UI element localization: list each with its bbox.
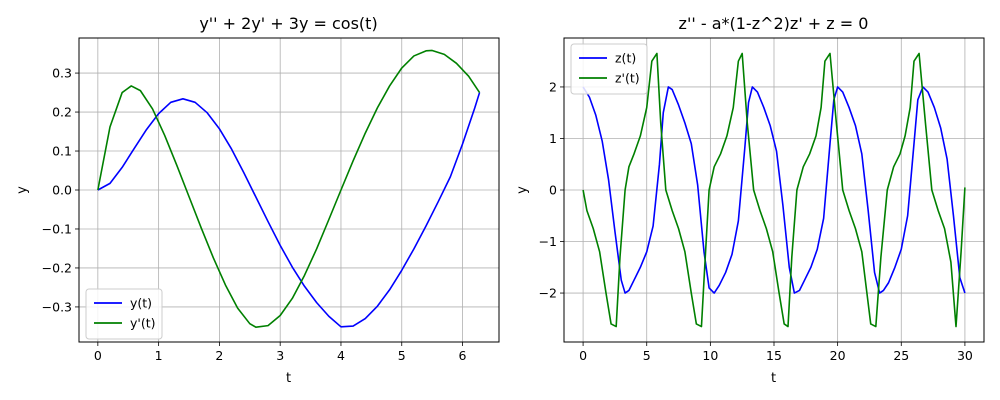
x-tick-label: 0 [94, 348, 102, 363]
chart-y-equation: y'' + 2y' + 3y = cos(t) 0 1 2 3 4 5 6 −0.3 −0.2 −… [15, 14, 500, 386]
y-tick-label: −0.1 [42, 221, 72, 236]
legend-box [85, 288, 163, 340]
legend-box [570, 43, 648, 95]
y-tick-label: −2 [539, 286, 557, 301]
x-tick-label: 15 [766, 348, 782, 363]
y-axis-label: y [515, 186, 530, 194]
legend: y(t) y'(t) [85, 288, 163, 340]
series-lines [97, 49, 481, 328]
y-tick-label: 1 [549, 131, 557, 146]
y-tick-label: 0 [549, 183, 557, 198]
y-tick-label: 2 [549, 79, 557, 94]
y-axis-label: y [15, 186, 30, 194]
tick-labels: 0 5 10 15 20 25 30 −2 −1 0 1 2 [539, 79, 973, 363]
y-tick-label: 0.0 [52, 183, 72, 198]
x-axis-label: t [771, 371, 776, 386]
y-tick-label: −1 [539, 234, 557, 249]
series-line-derivative [97, 49, 481, 328]
x-tick-label: 4 [337, 348, 345, 363]
tick-labels: 0 1 2 3 4 5 6 −0.3 −0.2 −0.1 0.0 0.1 0.2 0.3 [42, 66, 467, 363]
x-tick-label: 5 [643, 348, 651, 363]
chart-title: z'' - a*(1-z^2)z' + z = 0 [679, 14, 869, 33]
x-tick-label: 10 [702, 348, 718, 363]
legend-label: y'(t) [130, 316, 156, 331]
y-tick-label: 0.1 [52, 144, 72, 159]
legend-label: z(t) [615, 51, 636, 66]
x-tick-label: 3 [276, 348, 284, 363]
x-tick-label: 25 [893, 348, 909, 363]
tick-marks [75, 72, 463, 346]
x-tick-label: 5 [398, 348, 406, 363]
legend-label: y(t) [130, 296, 152, 311]
grid-lines [79, 38, 499, 342]
chart-title: y'' + 2y' + 3y = cos(t) [199, 14, 377, 33]
y-tick-label: 0.3 [52, 66, 72, 81]
series-line-derivative [582, 52, 966, 328]
x-tick-label: 1 [155, 348, 163, 363]
y-tick-label: −0.3 [42, 299, 72, 314]
chart-z-equation: z'' - a*(1-z^2)z' + z = 0 0 5 10 15 20 25 30−2… [515, 14, 985, 386]
series-lines [582, 52, 966, 328]
x-axis-label: t [286, 371, 291, 386]
y-tick-label: 0.2 [52, 105, 72, 120]
legend-label: z'(t) [615, 71, 640, 86]
legend: z(t) z'(t) [570, 43, 648, 95]
x-tick-label: 30 [957, 348, 973, 363]
x-tick-label: 2 [215, 348, 223, 363]
tick-marks [560, 86, 966, 346]
series-line-primary [97, 92, 481, 328]
x-tick-label: 0 [579, 348, 587, 363]
x-tick-label: 20 [830, 348, 846, 363]
x-tick-label: 6 [459, 348, 467, 363]
y-tick-label: −0.2 [42, 260, 72, 275]
series-line-primary [582, 86, 966, 294]
